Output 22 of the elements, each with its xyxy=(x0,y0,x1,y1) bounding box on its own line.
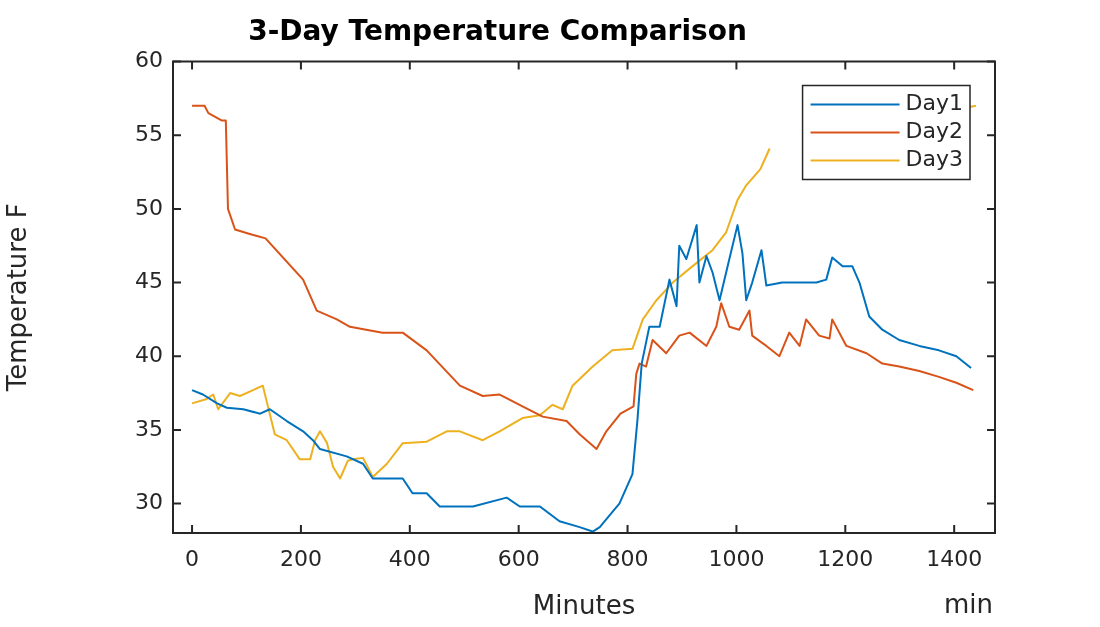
x-tick-label: 200 xyxy=(279,545,322,571)
x-tick-label: 400 xyxy=(388,545,431,571)
x-tick-label: 0 xyxy=(185,545,200,571)
chart-title: 3-Day Temperature Comparison xyxy=(248,14,747,48)
legend-label: Day2 xyxy=(905,118,964,144)
y-tick-label: 45 xyxy=(135,268,163,294)
y-tick-label: 35 xyxy=(135,415,163,441)
x-axis-title: Minutes xyxy=(532,590,636,621)
y-tick-label: 50 xyxy=(135,194,163,220)
y-tick-label: 60 xyxy=(135,47,163,73)
text: min xyxy=(943,588,993,619)
y-tick-label: 40 xyxy=(135,341,163,367)
x-tick-label: 800 xyxy=(606,545,649,571)
x-tick-label: 1200 xyxy=(817,545,874,571)
y-axis-title: Temperature F xyxy=(2,203,33,393)
x-tick-label: 1000 xyxy=(708,545,765,571)
legend-label: Day1 xyxy=(905,90,964,116)
x-tick-label: 600 xyxy=(497,545,540,571)
legend-label: Day3 xyxy=(905,146,964,172)
x-tick-label: 1400 xyxy=(926,545,983,571)
y-tick-label: 30 xyxy=(135,489,163,515)
y-tick-label: 55 xyxy=(135,120,163,146)
